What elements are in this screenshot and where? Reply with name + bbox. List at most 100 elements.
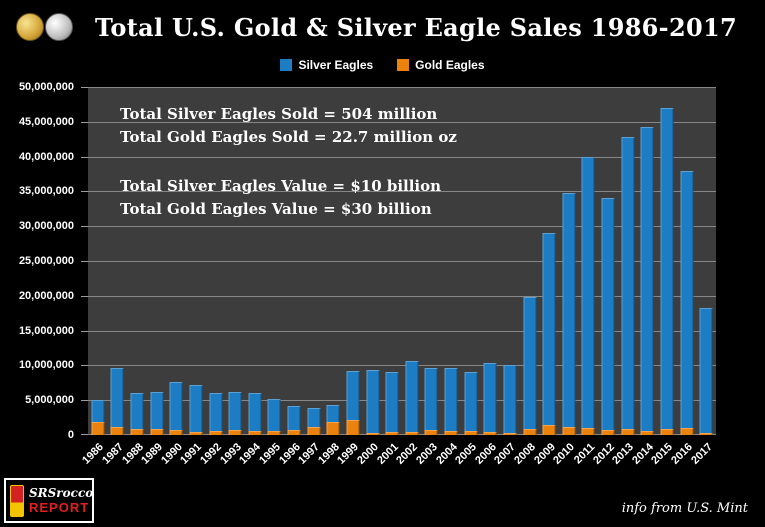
silver-bar-2002 (405, 360, 419, 435)
bar-group-1989 (147, 87, 167, 435)
gold-bar-1992 (209, 430, 223, 435)
bar-group-2008 (520, 87, 540, 435)
x-axis-label-1989: 1989 (139, 441, 166, 467)
gold-bar-2013 (621, 429, 635, 435)
x-axis-label-2017: 2017 (688, 441, 715, 467)
y-axis-label: 15,000,000 (18, 324, 74, 337)
x-axis-label-1991: 1991 (178, 441, 205, 467)
bar-group-2015 (657, 87, 677, 435)
annotation-silver-sold: Total Silver Eagles Sold = 504 million (120, 105, 438, 123)
gold-bar-2010 (562, 426, 576, 435)
gold-bar-1987 (110, 427, 124, 435)
logo-report-text: REPORT (29, 499, 90, 515)
bar-group-1993 (225, 87, 245, 435)
bar-group-1999 (343, 87, 363, 435)
y-axis-label: 40,000,000 (18, 150, 74, 163)
x-axis-label-1999: 1999 (335, 441, 362, 467)
bar-group-2007 (500, 87, 520, 435)
gold-bar-1998 (326, 422, 340, 435)
x-axis-label-2002: 2002 (394, 441, 421, 467)
plot-area: Total Silver Eagles Sold = 504 million T… (81, 87, 716, 435)
silver-bar-2004 (444, 368, 458, 435)
legend-item-silver: Silver Eagles (280, 58, 373, 72)
coin-images (16, 13, 78, 43)
axis-tick (81, 365, 88, 367)
gridline (88, 330, 716, 332)
logo-srsrocco-text: SRSrocco (29, 485, 94, 500)
axis-tick (81, 226, 88, 228)
x-axis-label-2016: 2016 (669, 441, 696, 467)
legend-item-gold: Gold Eagles (397, 58, 485, 72)
gold-swatch-icon (397, 59, 410, 71)
gold-bar-2009 (542, 425, 556, 435)
annotation-sold: Total Silver Eagles Sold = 504 million T… (120, 103, 457, 150)
y-axis-label: 0 (67, 429, 74, 441)
bar-group-2006 (481, 87, 501, 435)
source-note: info from U.S. Mint (621, 501, 748, 516)
silver-bar-1990 (169, 382, 183, 435)
y-axis-labels: 50,000,000 45,000,000 40,000,000 35,000,000… (0, 81, 82, 441)
silver-bar-2010 (562, 192, 576, 435)
x-axis-labels: 1986 1987 1988 1989 1990 1991 1992 1993 1994 1995… (80, 438, 716, 490)
gridline (88, 261, 716, 262)
bar-group-2014 (638, 87, 658, 435)
x-axis-label-2015: 2015 (649, 441, 676, 467)
bar-group-1998 (324, 87, 344, 435)
bar-group-1997 (304, 87, 324, 435)
x-axis-label-2000: 2000 (355, 441, 382, 467)
gold-bar-1999 (346, 420, 360, 435)
x-axis-label-1987: 1987 (100, 441, 126, 467)
x-axis-label-1997: 1997 (296, 441, 323, 467)
gridline (88, 121, 716, 123)
gold-bar-1989 (150, 429, 164, 435)
gold-bar-1990 (169, 430, 183, 435)
gold-bar-2000 (366, 432, 380, 435)
x-axis-label-2013: 2013 (610, 441, 637, 467)
axis-tick (81, 400, 88, 402)
legend-label-gold: Gold Eagles (415, 58, 485, 72)
silver-bar-2016 (680, 170, 694, 435)
axis-tick (81, 434, 88, 435)
bar-group-2012 (598, 87, 618, 435)
bar-group-2013 (618, 87, 638, 435)
gold-bar-1996 (287, 430, 301, 435)
bar-group-2001 (382, 87, 402, 435)
gridline (88, 365, 716, 367)
annotation-gold-value: Total Gold Eagles Value = $30 billion (120, 200, 432, 219)
silver-bar-2008 (523, 297, 537, 435)
x-axis-label-1994: 1994 (237, 441, 264, 467)
y-axis-label: 50,000,000 (18, 81, 74, 93)
bar-group-2017 (696, 87, 716, 435)
gold-bar-2011 (581, 428, 595, 435)
x-axis-label-2010: 2010 (551, 441, 578, 467)
gold-bar-2004 (444, 430, 458, 435)
silver-bar-1996 (287, 406, 301, 435)
gold-bar-2006 (483, 432, 497, 435)
bar-group-2009 (539, 87, 559, 435)
gold-bar-1993 (228, 429, 242, 435)
axis-tick (81, 191, 88, 193)
bar-group-2002 (402, 87, 422, 435)
y-axis-label: 20,000,000 (18, 289, 74, 302)
y-axis-label: 25,000,000 (18, 255, 74, 267)
silver-bar-2006 (483, 363, 497, 435)
gold-bar-1997 (307, 427, 321, 435)
gridline (88, 156, 716, 158)
y-axis-label: 35,000,000 (18, 185, 74, 198)
x-axis-label-2011: 2011 (571, 441, 597, 467)
axis-tick (81, 295, 88, 297)
gridline (88, 87, 716, 88)
silver-bar-2015 (660, 107, 674, 435)
gold-bar-2015 (660, 429, 674, 435)
gold-bar-2003 (424, 429, 438, 435)
chart-title: Total U.S. Gold & Silver Eagle Sales 198… (95, 13, 737, 42)
bar-group-2010 (559, 87, 579, 435)
silver-bar-2007 (503, 364, 517, 435)
bar-group-1994 (245, 87, 265, 435)
bar-group-2011 (579, 87, 599, 435)
silver-bar-2011 (581, 156, 595, 435)
x-axis-label-2007: 2007 (492, 441, 519, 467)
bar-group-1996 (284, 87, 304, 435)
y-axis-label: 45,000,000 (18, 115, 74, 128)
axis-tick (81, 121, 88, 123)
